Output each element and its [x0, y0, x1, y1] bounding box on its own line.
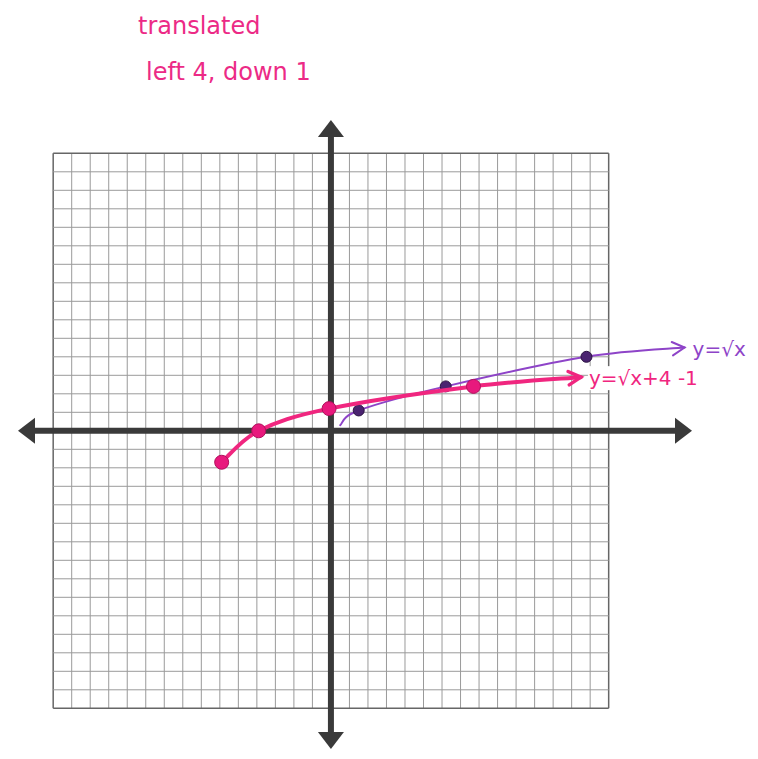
curve-arrow [672, 342, 685, 355]
point [322, 402, 336, 416]
line-label: y=√x+4 -1 [589, 366, 698, 390]
line-labels: y=√x y=√x+4 -1 [588, 337, 747, 391]
plot-area [215, 342, 685, 469]
point [215, 455, 229, 469]
line-label: y=√x [693, 337, 746, 361]
label-bg [692, 337, 747, 361]
label-bg [588, 366, 699, 390]
axis-arrow [318, 732, 344, 749]
axis-arrow [318, 120, 344, 137]
axes [18, 120, 692, 749]
subtitle: left 4, down 1 [146, 58, 311, 86]
y-axis [328, 135, 334, 734]
chart: translated left 4, down 1 y=√x y=√x+4 -1 [0, 0, 758, 759]
axis-arrow [675, 418, 692, 444]
point [581, 351, 592, 362]
point [252, 424, 266, 438]
point [467, 379, 481, 393]
point [353, 405, 364, 416]
curve-arrow [568, 372, 581, 385]
x-axis [33, 428, 677, 434]
axis-arrow [18, 418, 35, 444]
curve [222, 377, 581, 462]
title: translated [138, 12, 260, 40]
